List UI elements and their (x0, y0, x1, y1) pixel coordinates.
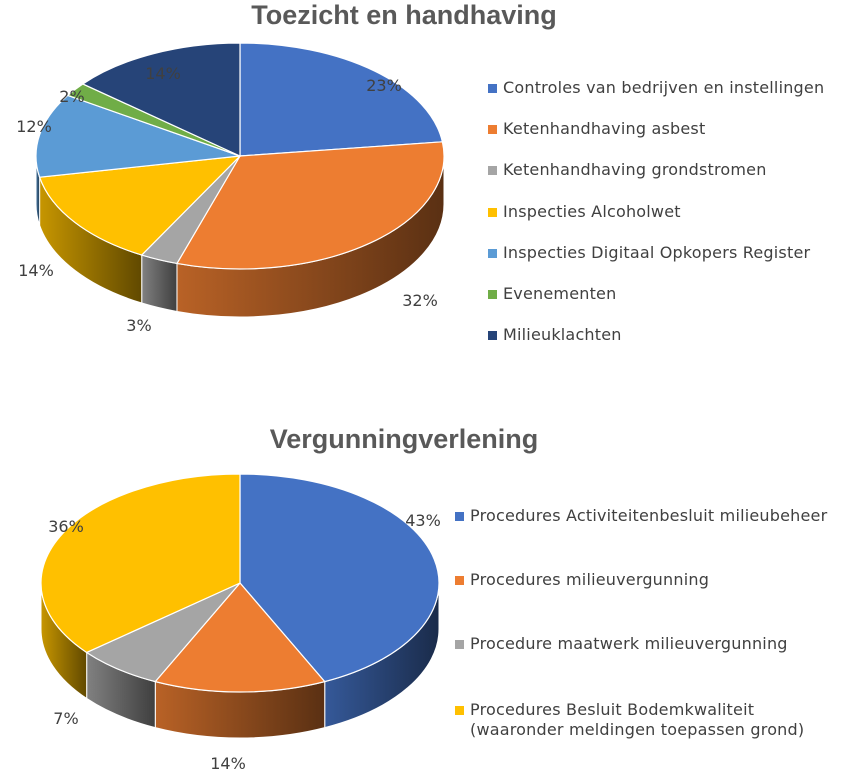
legend-label: Inspecties Alcoholwet (503, 201, 681, 221)
legend-swatch (488, 248, 497, 258)
legend-item: Inspecties Digitaal Opkopers Register (488, 243, 824, 284)
chart-title-vergunningverlening: Vergunningverlening (269, 424, 539, 454)
legend-item: Evenementen (488, 284, 824, 325)
legend-swatch (455, 512, 464, 521)
legend-label: Ketenhandhaving grondstromen (503, 160, 767, 180)
legend-item: Ketenhandhaving grondstromen (488, 160, 824, 201)
legend-label: Evenementen (503, 283, 617, 303)
legend-label: Procedures milieuvergunning (470, 570, 710, 589)
legend-swatch (455, 706, 464, 715)
legend-label: Procedures Besluit Bodemkwaliteit (waaro… (470, 700, 805, 739)
pie-slice (40, 473, 241, 654)
legend-swatch (488, 166, 497, 176)
data-label: 14% (145, 64, 181, 83)
data-label: 32% (402, 291, 438, 310)
legend-item: Controles van bedrijven en instellingen (488, 78, 824, 119)
legend-item: Procedures Besluit Bodemkwaliteit (waaro… (455, 700, 835, 740)
pie-slice (38, 155, 242, 256)
data-label: 12% (16, 117, 52, 136)
legend-label: Milieuklachten (503, 325, 622, 345)
legend-swatch (488, 84, 497, 93)
legend-swatch (455, 576, 464, 585)
data-label: 43% (405, 511, 441, 530)
data-label: 2% (59, 87, 84, 106)
pie-sides (35, 155, 445, 318)
data-label: 7% (53, 709, 78, 728)
legend-label: Inspecties Digitaal Opkopers Register (503, 242, 811, 262)
pie-slice (176, 141, 445, 270)
legend-swatch (488, 125, 497, 135)
pie-slice (239, 42, 444, 157)
data-label: 36% (48, 517, 84, 536)
pie-slice (239, 473, 440, 683)
data-label: 3% (126, 316, 151, 335)
pie-sides (40, 582, 440, 739)
legend-item: Procedures milieuvergunning (455, 570, 835, 590)
pie-chart-toezicht: 23% 32% 3% 14% 12% 2% 14% (16, 42, 445, 335)
pie-slice (81, 42, 241, 157)
legend-item: Inspecties Alcoholwet (488, 202, 824, 243)
legend-label: Procedures Activiteitenbesluit milieubeh… (470, 506, 828, 525)
legend-item: Ketenhandhaving asbest (488, 119, 824, 160)
legend-toezicht: Controles van bedrijven en instellingen K… (488, 78, 824, 366)
legend-label: Procedure maatwerk milieuvergunning (470, 634, 788, 653)
legend-swatch (488, 289, 497, 299)
pie-slice (154, 582, 326, 693)
data-label: 14% (18, 261, 54, 280)
legend-item: Procedure maatwerk milieuvergunning (455, 634, 835, 654)
legend-swatch (455, 640, 464, 649)
legend-label: Controles van bedrijven en instellingen (503, 78, 825, 97)
data-label: 14% (210, 754, 246, 773)
data-label: 23% (366, 76, 402, 95)
legend-label: Ketenhandhaving asbest (503, 119, 706, 139)
chart-title-toezicht: Toezicht en handhaving (251, 0, 557, 30)
pie-slice (35, 94, 241, 178)
legend-vergunningverlening: Procedures Activiteitenbesluit milieubeh… (455, 506, 835, 784)
legend-item: Procedures Activiteitenbesluit milieubeh… (455, 506, 835, 526)
legend-swatch (488, 331, 497, 341)
legend-swatch (488, 207, 497, 217)
legend-item: Milieuklachten (488, 325, 824, 366)
